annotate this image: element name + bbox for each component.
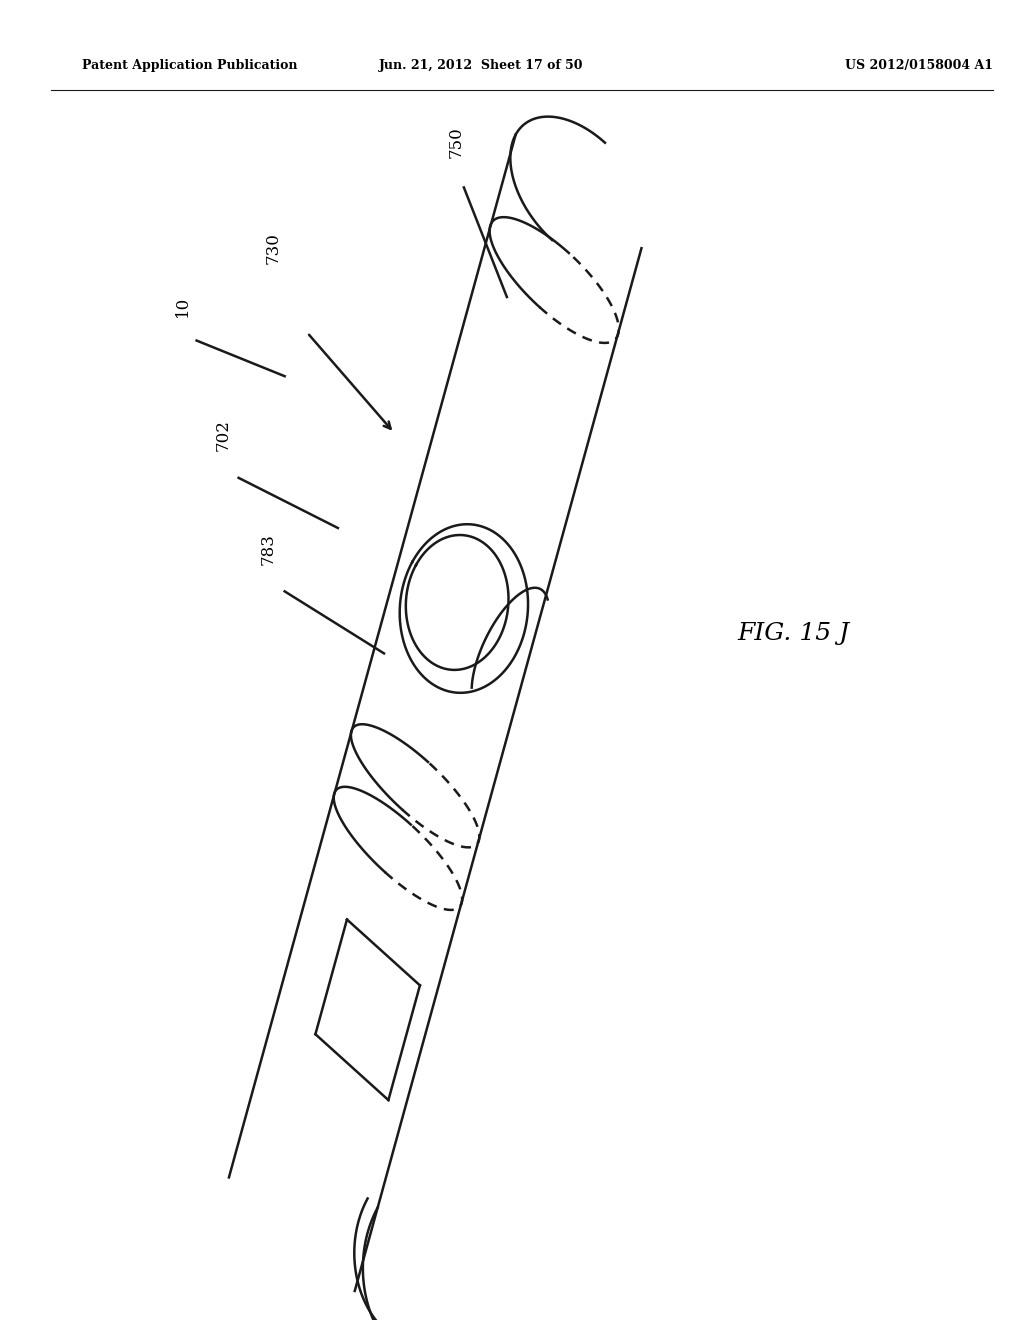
Text: 702: 702	[215, 420, 231, 451]
Text: Jun. 21, 2012  Sheet 17 of 50: Jun. 21, 2012 Sheet 17 of 50	[379, 59, 584, 73]
Text: FIG. 15 J: FIG. 15 J	[737, 622, 849, 645]
Text: 750: 750	[447, 127, 464, 158]
Text: 783: 783	[260, 533, 276, 565]
Text: Patent Application Publication: Patent Application Publication	[82, 59, 297, 73]
Text: 730: 730	[265, 232, 282, 264]
Text: 10: 10	[174, 296, 190, 317]
Text: US 2012/0158004 A1: US 2012/0158004 A1	[845, 59, 993, 73]
